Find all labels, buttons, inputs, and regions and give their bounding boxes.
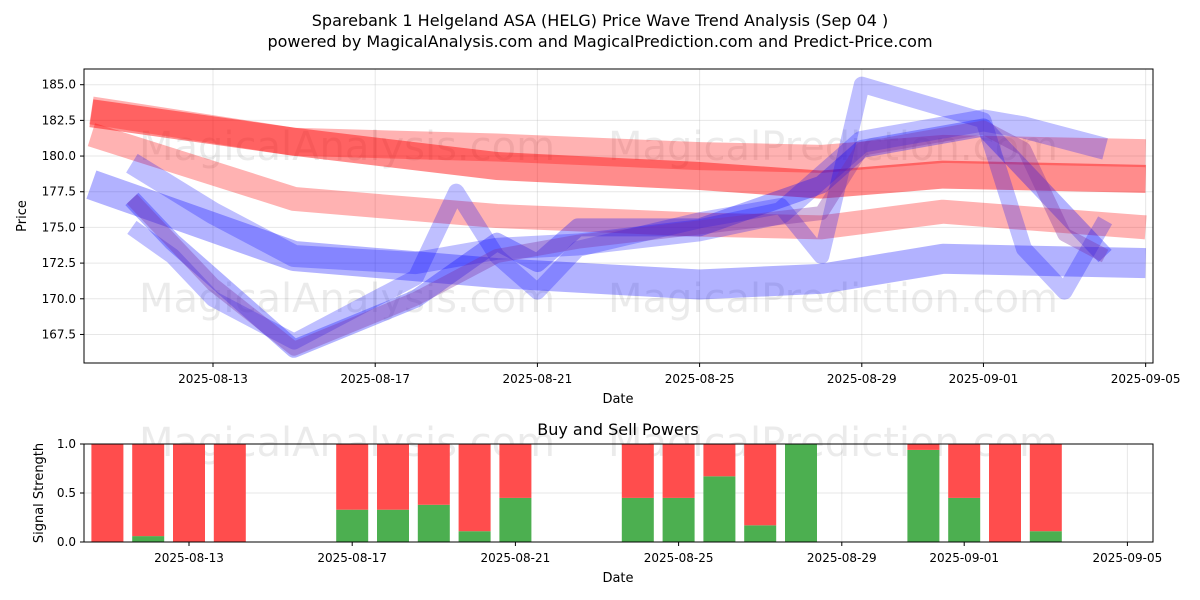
signal-x-tick-label: 2025-08-17 — [317, 551, 387, 565]
signal-y-tick-label: 1.0 — [57, 437, 76, 451]
buy-bar — [132, 536, 165, 542]
buy-bar — [377, 509, 409, 542]
sell-bar — [948, 444, 981, 498]
price-panel: MagicalAnalysis.com MagicalPrediction.co… — [15, 68, 1181, 407]
price-y-tick-label: 177.5 — [42, 185, 76, 199]
price-series-purple-wave — [126, 120, 1109, 356]
buy-bar — [458, 531, 491, 542]
signal-x-tick-label: 2025-08-13 — [154, 551, 224, 565]
price-x-tick-label: 2025-08-13 — [178, 372, 248, 386]
price-series-blue-wave-1 — [127, 76, 1113, 350]
price-x-tick-label: 2025-09-05 — [1111, 372, 1181, 386]
price-y-tick-label: 185.0 — [42, 78, 76, 92]
buy-bar — [785, 444, 817, 542]
sell-bar — [213, 444, 246, 542]
signal-y-tick-label: 0.5 — [57, 486, 76, 500]
chart-title: Sparebank 1 Helgeland ASA (HELG) Price W… — [312, 11, 888, 30]
sell-bar — [744, 444, 777, 526]
sell-bar — [499, 444, 532, 498]
price-series-blue-wave-2 — [125, 118, 1112, 358]
price-y-axis-label: Price — [15, 200, 30, 232]
price-y-tick-label: 170.0 — [42, 292, 76, 306]
signal-x-tick-label: 2025-08-29 — [807, 551, 877, 565]
price-x-tick-label: 2025-08-21 — [503, 372, 573, 386]
price-series-red-band-mid — [89, 99, 1146, 199]
signal-x-tick-label: 2025-09-05 — [1093, 551, 1163, 565]
price-y-tick-label: 180.0 — [42, 149, 76, 163]
signal-x-axis-label: Date — [602, 571, 633, 586]
chart-subtitle: powered by MagicalAnalysis.com and Magic… — [267, 32, 932, 51]
signal-y-tick-label: 0.0 — [57, 535, 76, 549]
buy-bar — [621, 497, 654, 542]
buy-bar — [662, 497, 695, 542]
watermark-text: MagicalAnalysis.com — [139, 124, 555, 170]
watermark-text: MagicalPrediction.com — [608, 124, 1058, 170]
price-y-tick-label: 175.0 — [42, 220, 76, 234]
buy-bar — [907, 449, 940, 542]
watermark-text: MagicalPrediction.com — [608, 276, 1058, 322]
signal-panel-title: Buy and Sell Powers — [537, 420, 699, 439]
buy-bar — [948, 497, 981, 542]
signal-x-tick-label: 2025-09-01 — [929, 551, 999, 565]
sell-bar — [662, 444, 695, 498]
sell-bar — [173, 444, 205, 542]
price-y-tick-label: 172.5 — [42, 256, 76, 270]
sell-bar — [377, 444, 409, 510]
price-x-tick-label: 2025-08-17 — [340, 372, 410, 386]
watermark-text: MagicalAnalysis.com — [139, 276, 555, 322]
price-y-tick-label: 167.5 — [42, 327, 76, 341]
price-plot-area — [84, 69, 1153, 363]
price-series-red-band-upper — [89, 96, 1146, 173]
buy-bar — [499, 497, 532, 542]
sell-bar — [132, 444, 165, 537]
signal-x-tick-label: 2025-08-25 — [644, 551, 714, 565]
signal-x-tick-label: 2025-08-21 — [481, 551, 551, 565]
price-series-blue-band-mid — [126, 109, 1108, 275]
price-series-red-band-lower — [87, 123, 1147, 240]
price-y-tick-label: 182.5 — [42, 113, 76, 127]
price-x-tick-label: 2025-08-29 — [827, 372, 897, 386]
sell-bar — [621, 444, 654, 498]
buy-bar — [336, 509, 369, 542]
sell-bar — [417, 444, 450, 505]
buy-bar — [744, 525, 777, 542]
sell-bar — [1029, 444, 1062, 532]
signal-y-axis-label: Signal Strength — [32, 443, 47, 543]
sell-bar — [336, 444, 369, 510]
price-x-tick-label: 2025-08-25 — [665, 372, 735, 386]
signal-panel: Buy and Sell Powers MagicalAnalysis.com … — [32, 420, 1162, 586]
sell-bar — [458, 444, 491, 532]
sell-bar — [703, 444, 736, 477]
price-plot-frame — [83, 68, 1154, 364]
price-series-blue-band-lower — [86, 170, 1147, 300]
buy-bar — [703, 476, 736, 542]
price-x-tick-label: 2025-09-01 — [949, 372, 1019, 386]
buy-bar — [1029, 531, 1062, 542]
sell-bar — [91, 444, 124, 542]
price-x-axis-label: Date — [602, 392, 633, 407]
buy-bar — [417, 504, 450, 542]
sell-bar — [989, 444, 1021, 542]
sell-bar — [907, 444, 940, 450]
